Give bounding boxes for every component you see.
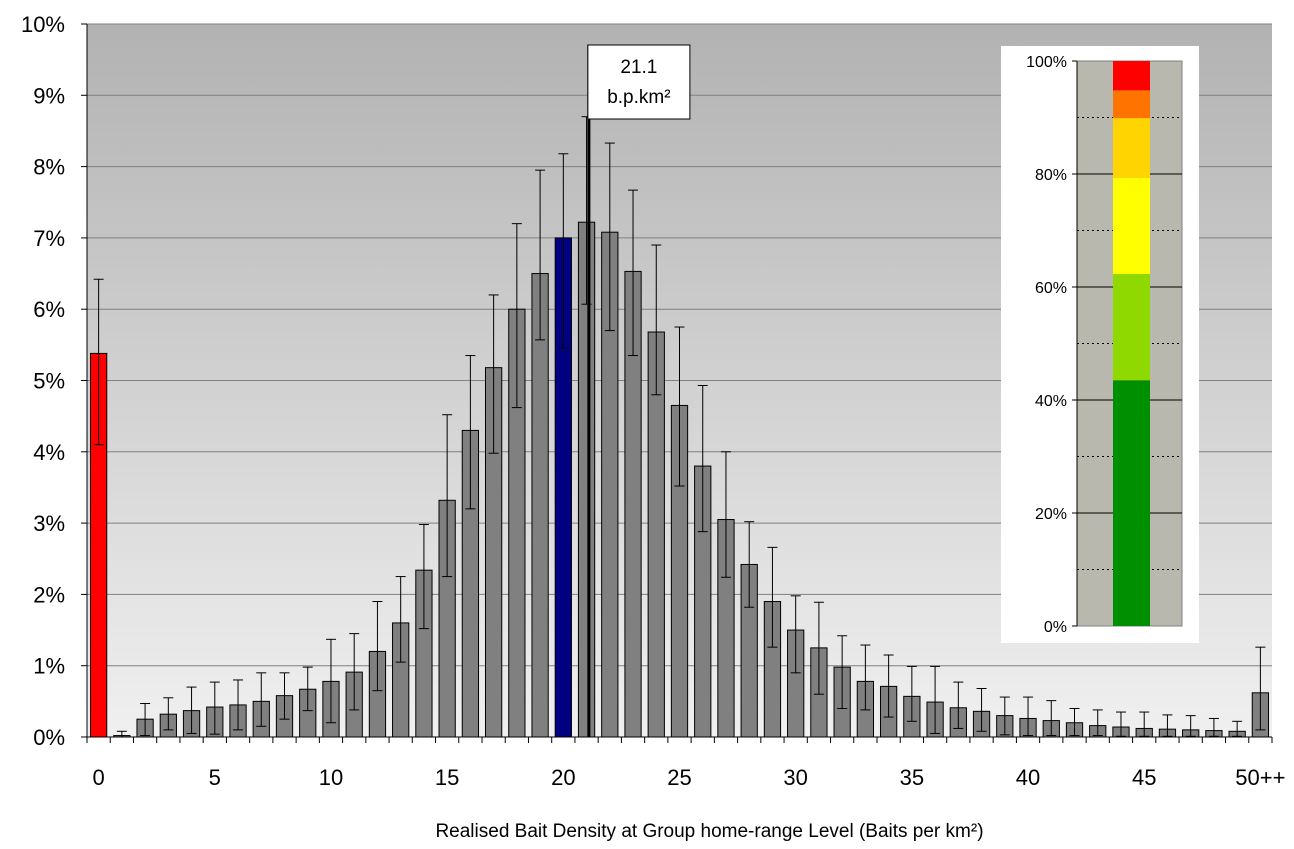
- mean-label-box: [587, 44, 691, 120]
- y-tick-label: 3%: [33, 511, 65, 536]
- mean-label-unit: b.p.km²: [607, 87, 670, 108]
- y-tick-label: 4%: [33, 440, 65, 465]
- y-tick-label: 2%: [33, 582, 65, 607]
- y-tick-label: 6%: [33, 297, 65, 322]
- inset-y-tick-label: 60%: [1035, 280, 1067, 297]
- inset-y-tick-label: 40%: [1035, 393, 1067, 410]
- y-tick-label: 9%: [33, 83, 65, 108]
- y-tick-label: 1%: [33, 654, 65, 679]
- inset-y-tick-label: 100%: [1026, 54, 1067, 71]
- x-tick-label: 0: [92, 765, 104, 790]
- inset-segment: [1113, 118, 1150, 178]
- x-axis-title: Realised Bait Density at Group home-rang…: [435, 821, 983, 842]
- bar: [531, 273, 549, 738]
- inset-segment: [1113, 380, 1150, 626]
- inset-segment: [1113, 177, 1150, 275]
- y-tick-label: 10%: [21, 12, 65, 37]
- x-tick-label: 20: [551, 765, 575, 790]
- x-tick-label: 5: [209, 765, 221, 790]
- mean-label-value: 21.1: [620, 57, 657, 78]
- x-tick-label: 35: [900, 765, 924, 790]
- x-tick-label: 30: [783, 765, 807, 790]
- x-tick-label: 10: [319, 765, 343, 790]
- x-tick-label: 40: [1016, 765, 1040, 790]
- inset-y-tick-label: 20%: [1035, 506, 1067, 523]
- x-tick-label: 25: [667, 765, 691, 790]
- y-tick-label: 7%: [33, 226, 65, 251]
- inset-y-tick-label: 0%: [1044, 619, 1067, 636]
- y-tick-label: 5%: [33, 369, 65, 394]
- inset-segment: [1113, 61, 1150, 91]
- y-tick-label: 0%: [33, 725, 65, 750]
- y-tick-label: 8%: [33, 155, 65, 180]
- x-tick-label: 50++: [1235, 765, 1285, 790]
- x-tick-label: 15: [435, 765, 459, 790]
- inset-segment: [1113, 90, 1150, 119]
- inset-segment: [1113, 274, 1150, 381]
- cumulative-inset: 0% 20% 40% 60% 80% 100%: [1001, 46, 1199, 643]
- inset-y-tick-label: 80%: [1035, 167, 1067, 184]
- x-tick-label: 45: [1132, 765, 1156, 790]
